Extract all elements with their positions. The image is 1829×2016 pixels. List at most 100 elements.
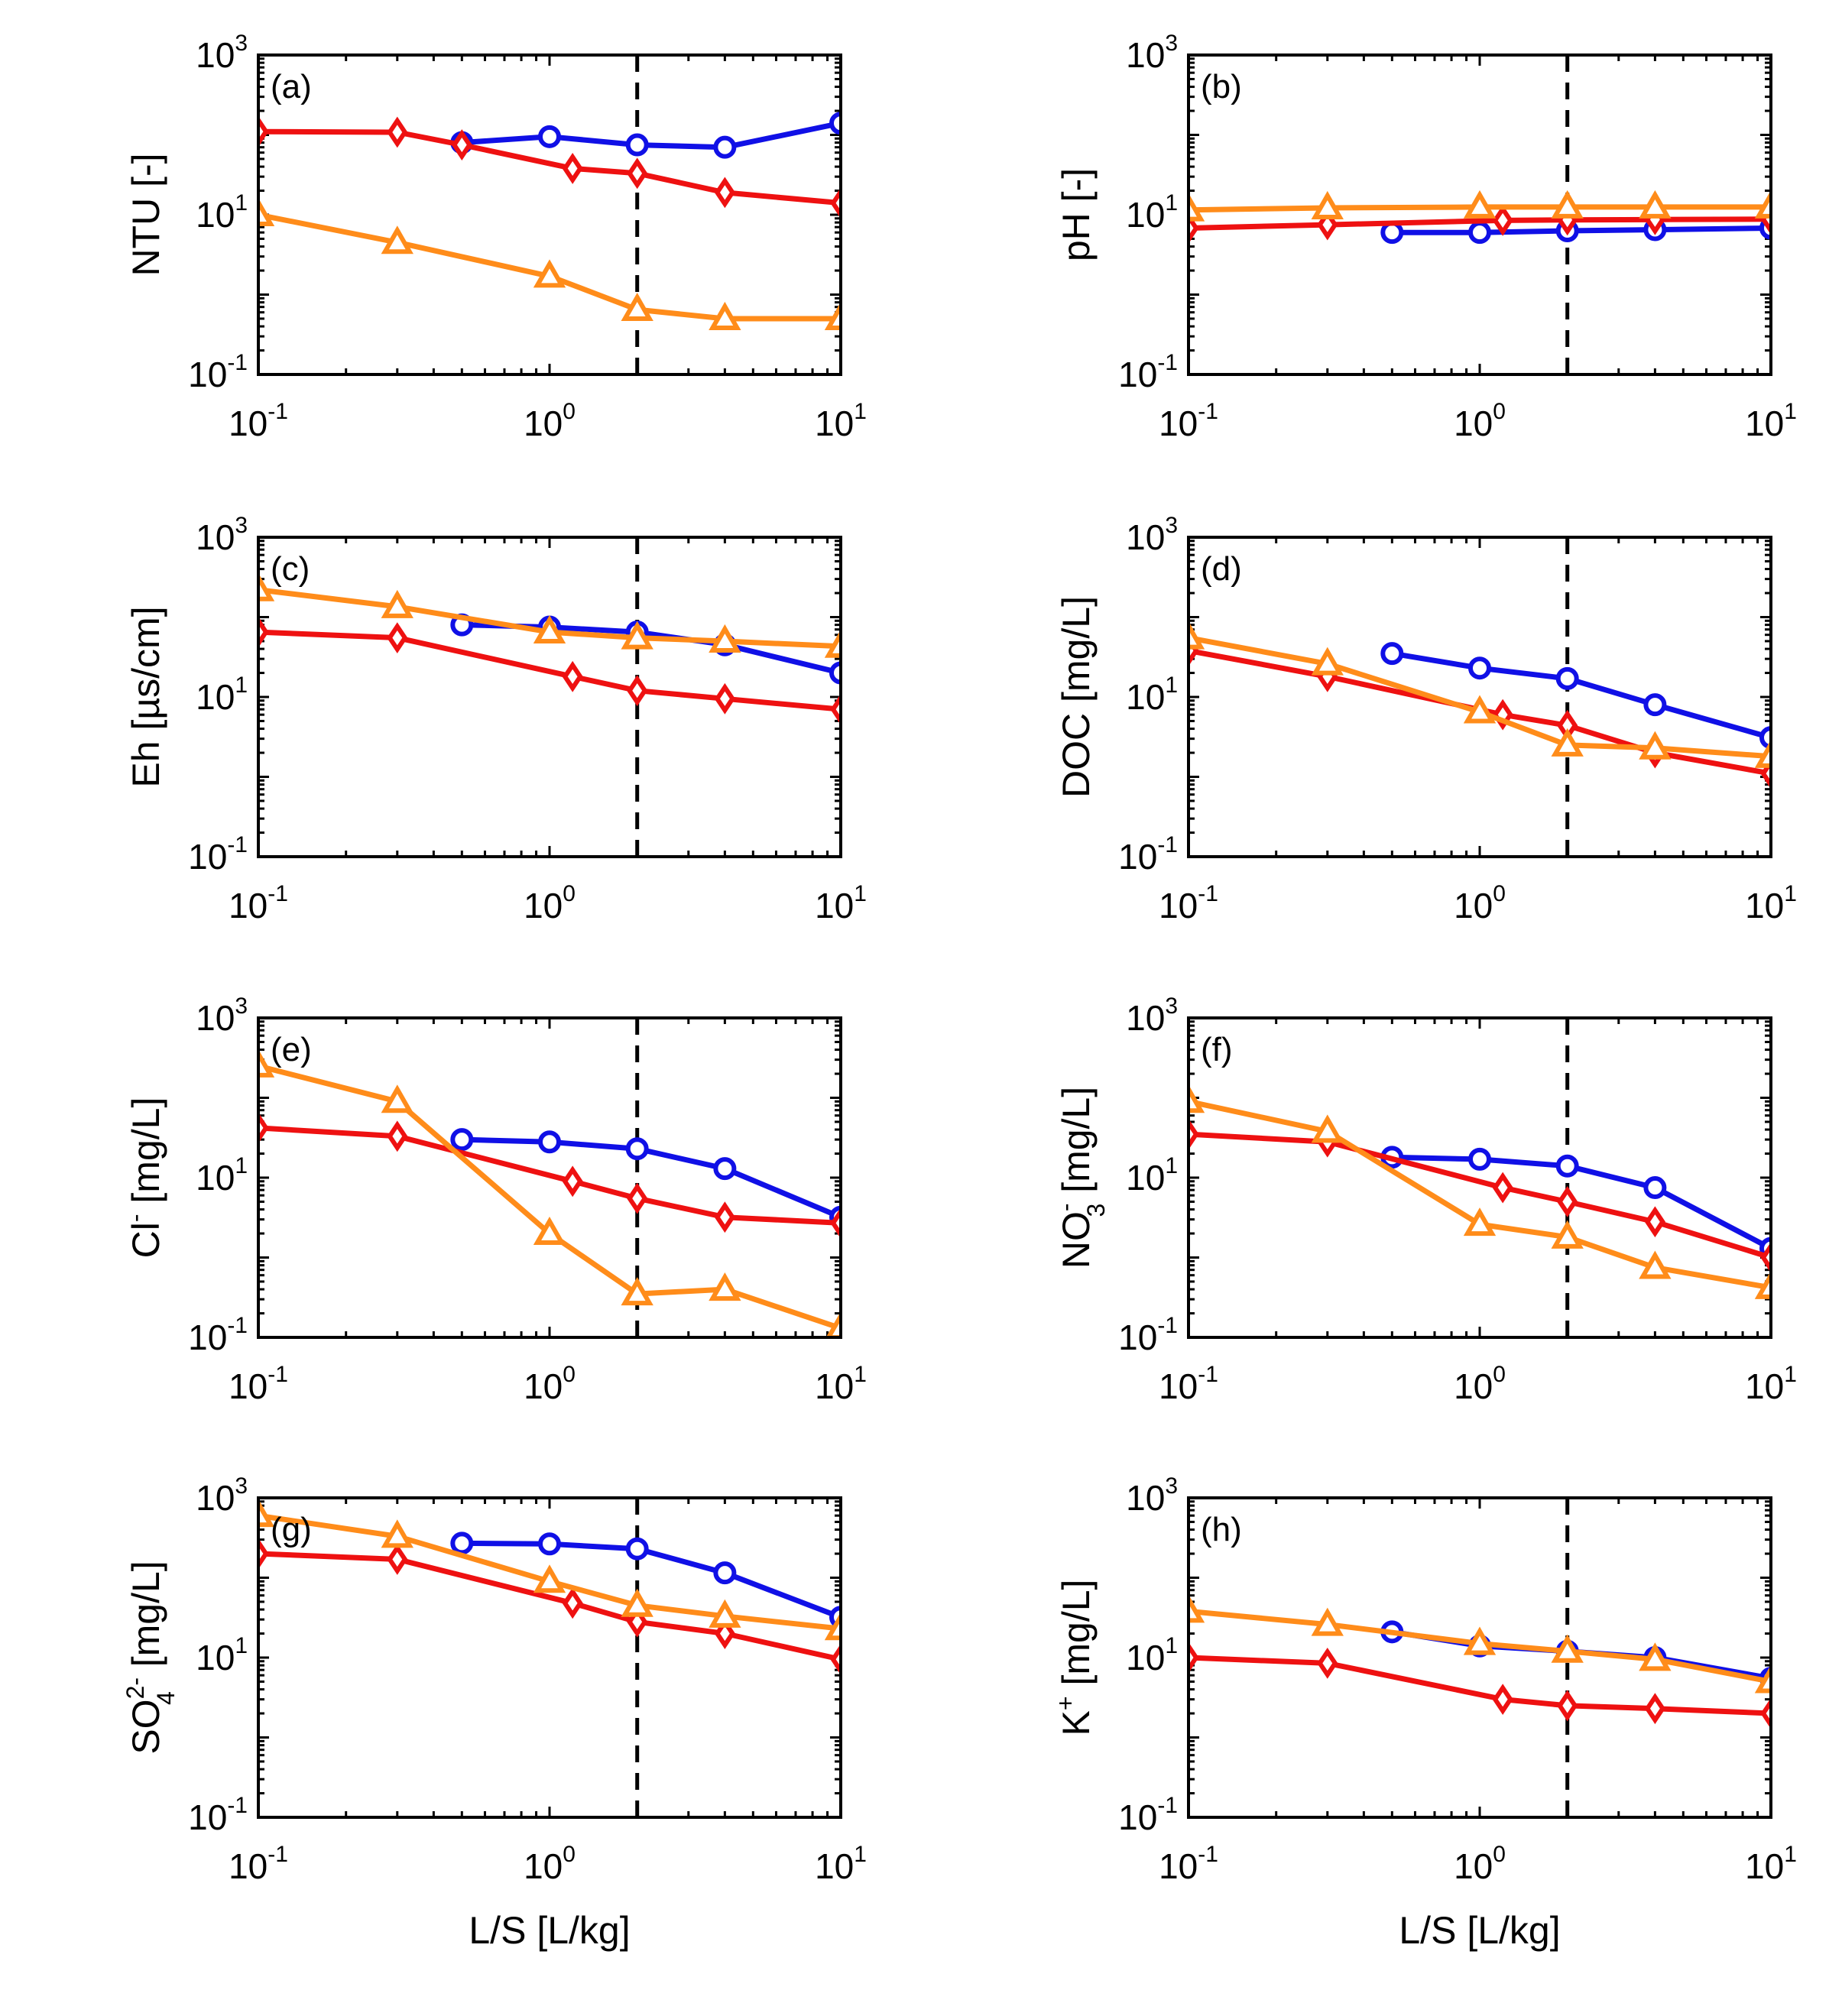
x-tick-label: 100 [1454,399,1506,443]
red-marker [830,187,841,219]
x-tick-label: 10-1 [1159,1842,1218,1886]
tick-base: 10 [188,355,227,394]
red-marker [1557,1690,1578,1722]
tick-exp: -1 [1157,832,1178,857]
tick-base: 10 [1159,1846,1198,1886]
blue-marker [829,661,841,685]
red-marker [830,693,841,725]
tick-exp: -1 [1157,1793,1178,1818]
x-axis-label: L/S [L/kg] [469,1909,630,1952]
series-group [1189,190,1771,245]
tick-base: 10 [229,404,268,443]
red-marker [1644,1693,1665,1725]
y-label-sup: - [122,1214,149,1222]
tick-base: 10 [1454,1846,1493,1886]
tick-base: 10 [1745,404,1784,443]
y-tick-label: 103 [196,513,248,557]
tick-base: 10 [196,1478,235,1518]
y-tick-label: 101 [196,1633,248,1677]
red-marker [258,115,269,147]
red-series-line [258,1125,841,1226]
tick-base: 10 [1118,837,1157,877]
y-tick-label: 103 [1126,31,1178,75]
red-marker [258,1538,269,1570]
red-marker [1492,1684,1513,1716]
tick-exp: -1 [1198,1362,1218,1387]
tick-exp: 0 [1493,881,1506,906]
tick-exp: 1 [1165,1633,1178,1658]
x-tick-label: 100 [524,1842,576,1886]
tick-exp: -1 [1198,881,1218,906]
blue-marker [713,1561,737,1585]
y-label-main: NTU [-] [125,153,167,276]
y-tick-label: 103 [1126,1473,1178,1518]
red-marker [1557,1186,1578,1217]
tick-base: 10 [196,517,235,557]
y-tick-label: 103 [1126,993,1178,1038]
red-marker [1760,1697,1771,1729]
tick-exp: 0 [563,1362,576,1387]
x-tick-label: 100 [524,1362,576,1406]
axes-box [1187,536,1772,858]
y-tick-label: 103 [196,993,248,1038]
tick-base: 10 [815,1366,854,1406]
tick-exp: 1 [1784,1842,1797,1867]
tick-base: 10 [1159,886,1198,925]
orange-marker [533,615,566,644]
axes-box [1187,1496,1772,1819]
series-group [1189,1594,1771,1729]
y-label-main: K [1055,1710,1098,1736]
orange-marker [1551,190,1584,219]
tick-base: 10 [1126,195,1165,235]
tick-exp: -1 [227,1313,248,1338]
orange-marker [825,1311,841,1337]
axes-box [257,536,842,858]
panel-label: (f) [1201,1031,1233,1068]
tick-base: 10 [1454,886,1493,925]
tick-exp: 1 [1165,1153,1178,1178]
red-marker [714,682,735,715]
blue-marker [829,112,841,135]
tick-exp: 0 [563,881,576,906]
tick-base: 10 [1745,1846,1784,1886]
blue-marker [713,135,737,159]
series-group [258,572,841,725]
tick-base: 10 [1118,1318,1157,1357]
tick-base: 10 [196,998,235,1038]
tick-exp: 3 [235,993,248,1019]
y-tick-label: 10-1 [188,350,248,394]
red-marker [387,622,408,654]
tick-base: 10 [1745,1366,1784,1406]
y-axis-label: pH [-] [1055,168,1098,261]
x-tick-label: 101 [815,1362,867,1406]
orange-marker [258,1049,275,1078]
x-tick-label: 100 [1454,881,1506,925]
tick-exp: 3 [235,31,248,56]
tick-base: 10 [196,1158,235,1198]
tick-base: 10 [229,1366,268,1406]
orange-marker [258,1499,275,1528]
tick-base: 10 [1126,517,1165,557]
tick-exp: -1 [268,881,288,906]
tick-exp: 1 [1784,881,1797,906]
orange-series-line [1189,1608,1771,1684]
series-group [258,112,841,330]
tick-exp: -1 [268,1842,288,1867]
blue-marker [1468,1147,1491,1171]
red-marker [830,1207,841,1239]
x-tick-label: 101 [1745,1842,1797,1886]
orange-marker [1639,731,1672,760]
blue-marker [1643,693,1667,717]
y-label-sub: 3 [1082,1204,1110,1217]
red-marker [562,153,583,184]
tick-base: 10 [188,837,227,877]
orange-marker [1189,1084,1205,1113]
tick-base: 10 [229,1846,268,1886]
red-marker [1189,212,1199,244]
red-marker [1189,1642,1199,1674]
y-axis-label: Cl- [mg/L] [122,1097,167,1259]
tick-exp: 0 [1493,1362,1506,1387]
x-tick-label: 10-1 [229,881,288,925]
orange-marker [1754,190,1771,219]
